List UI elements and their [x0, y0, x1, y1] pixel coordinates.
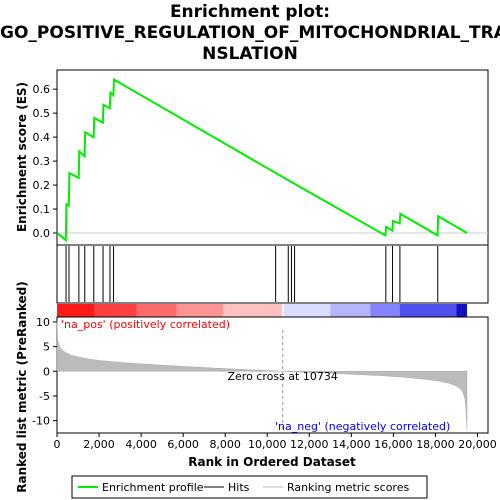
- metric-ytick-label: -10: [32, 415, 50, 428]
- es-ytick-label: 0.3: [33, 155, 51, 168]
- metric-ytick-label: -5: [39, 390, 50, 403]
- xtick-label: 10,000: [248, 438, 287, 451]
- xtick-label: 16,000: [374, 438, 413, 451]
- es-ytick-label: 0.2: [33, 179, 51, 192]
- metric-ytick-label: 0: [43, 365, 50, 378]
- es-panel-frame: [56, 69, 489, 246]
- heatbar-segment: [284, 304, 331, 317]
- metric-ytick-label: 10: [36, 316, 50, 329]
- legend: Enrichment profile Hits Ranking metric s…: [71, 475, 428, 499]
- xtick-label: 0: [54, 438, 61, 451]
- heatbar-segment: [57, 304, 95, 317]
- xtick-label: 12,000: [290, 438, 329, 451]
- heatbar-segment: [370, 304, 400, 317]
- chart-title-line-3: NSLATION: [202, 44, 298, 64]
- xtick-label: 8,000: [209, 438, 241, 451]
- enrichment-profile-line: [56, 77, 468, 243]
- heatbar-segment: [94, 304, 137, 317]
- legend-box: [71, 475, 428, 499]
- es-ylabel: Enrichment score (ES): [15, 82, 29, 232]
- heatbar-segment: [399, 304, 457, 317]
- chart-title-line-1: Enrichment plot:: [169, 2, 331, 22]
- neg-label: 'na_neg' (negatively correlated): [275, 420, 450, 433]
- legend-hits-label: Hits: [228, 481, 250, 494]
- zero-cross-label: Zero cross at 10734: [227, 370, 337, 383]
- es-ytick-label: 0.1: [33, 203, 51, 216]
- ranking-metric-area: [56, 320, 468, 430]
- metric-ytick-label: 5: [43, 341, 50, 354]
- legend-enrichment-label: Enrichment profile: [102, 481, 204, 494]
- xtick-label: 2,000: [83, 438, 115, 451]
- xtick-label: 14,000: [332, 438, 371, 451]
- chart-title: Enrichment plot: GO_POSITIVE_REGULATION_…: [0, 2, 500, 65]
- heatbar-segment: [330, 304, 371, 317]
- metric-ylabel: Ranked list metric (PreRanked): [15, 281, 29, 493]
- hits-panel-frame: [56, 244, 489, 304]
- heatbar-segment: [136, 304, 177, 317]
- chart-title-line-2: GO_POSITIVE_REGULATION_OF_MITOCHONDRIAL_…: [0, 23, 500, 43]
- es-ytick-label: 0.5: [33, 107, 51, 120]
- xtick-label: 20,000: [458, 438, 497, 451]
- ranking-heatbar: [57, 304, 467, 317]
- xtick-label: 6,000: [167, 438, 199, 451]
- legend-metric-label: Ranking metric scores: [287, 481, 409, 494]
- heatbar-segment: [281, 304, 285, 317]
- xtick-label: 18,000: [416, 438, 455, 451]
- es-ytick-label: 0.0: [33, 227, 51, 240]
- heatbar-segment: [456, 304, 467, 317]
- es-ytick-label: 0.4: [33, 131, 51, 144]
- heatbar-segment: [176, 304, 224, 317]
- xtick-label: 4,000: [125, 438, 157, 451]
- es-ytick-label: 0.6: [33, 83, 51, 96]
- heatbar-segment: [223, 304, 282, 317]
- x-axis-label: Rank in Ordered Dataset: [188, 455, 356, 469]
- pos-label: 'na_pos' (positively correlated): [61, 318, 230, 331]
